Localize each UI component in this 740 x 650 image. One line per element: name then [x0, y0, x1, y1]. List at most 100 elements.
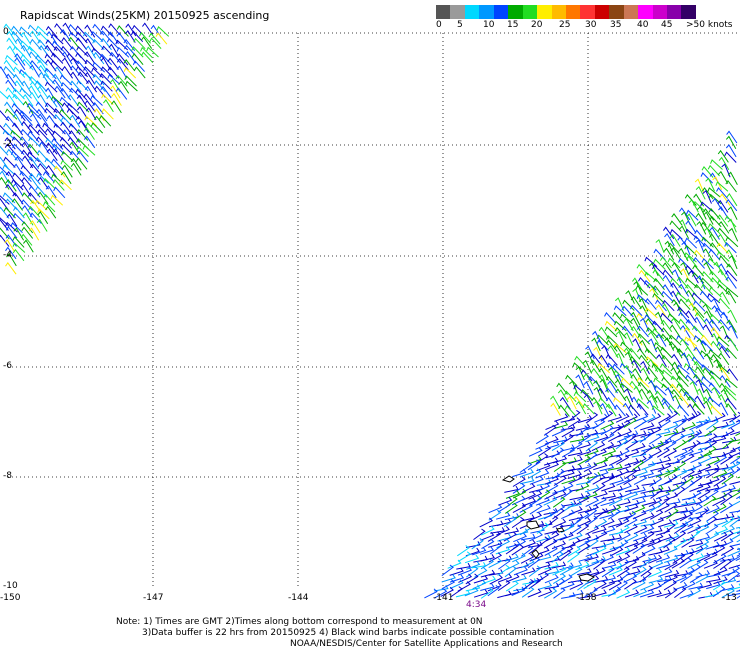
wind-barb [553, 475, 567, 486]
wind-barb [624, 433, 637, 445]
wind-barb [647, 358, 659, 373]
wind-barb [535, 546, 550, 556]
wind-barb [12, 143, 25, 155]
wind-barb [688, 302, 699, 317]
wind-barb [684, 346, 697, 360]
color-bar-swatch [436, 5, 451, 19]
wind-barb [5, 262, 17, 275]
wind-barb [600, 553, 614, 564]
wind-barb [633, 566, 647, 577]
wind-barb [27, 192, 40, 205]
color-bar-label: 15 [507, 20, 519, 30]
wind-barb [27, 24, 41, 36]
wind-barb [535, 469, 550, 479]
wind-barb [718, 318, 730, 331]
wind-barb [723, 385, 737, 396]
wind-barb [68, 36, 80, 49]
wind-barb [98, 115, 112, 127]
wind-barb [674, 521, 689, 529]
wind-barb [675, 291, 689, 303]
wind-barb [673, 530, 687, 542]
wind-barb [708, 382, 721, 395]
wind-barb [664, 232, 675, 247]
wind-barb [730, 516, 740, 521]
wind-barb [727, 338, 739, 352]
wind-barb [616, 498, 631, 507]
wind-barb [561, 501, 575, 513]
wind-barb [713, 531, 728, 542]
wind-barb [636, 398, 650, 409]
wind-barb [710, 340, 723, 354]
wind-barb [561, 500, 577, 507]
wind-barb [600, 425, 614, 436]
wind-barb [497, 590, 512, 599]
wind-barb [565, 374, 578, 387]
wind-barb [106, 37, 120, 50]
wind-barb [83, 127, 95, 140]
wind-barb [0, 90, 9, 100]
wind-barb [720, 388, 731, 403]
wind-barb [725, 236, 739, 248]
wind-barb [607, 463, 623, 471]
wind-barb [665, 532, 680, 542]
wind-barb [664, 337, 675, 351]
wind-barb [569, 485, 584, 492]
wind-barb [728, 227, 739, 242]
wind-barb [640, 486, 655, 494]
wind-barb [725, 290, 737, 304]
wind-barb [619, 382, 633, 393]
wind-barb [649, 433, 663, 445]
wind-barb [22, 205, 33, 218]
wind-barb [608, 528, 624, 536]
wind-barb [653, 342, 667, 353]
wind-barb [597, 362, 611, 374]
wind-barb [567, 546, 581, 557]
wind-barb [728, 324, 738, 339]
wind-barb [513, 584, 528, 592]
wind-barb [498, 573, 513, 583]
wind-barb [649, 533, 664, 543]
wind-barb [544, 582, 560, 590]
wind-barb [34, 157, 47, 169]
wind-barb [50, 60, 64, 72]
wind-barb [681, 537, 695, 548]
wind-barb [556, 382, 568, 395]
wind-barb [51, 173, 64, 185]
wind-barb [585, 515, 598, 527]
wind-barb [698, 454, 713, 465]
wind-barb [711, 434, 727, 443]
wind-barb [703, 353, 714, 367]
wind-barb [131, 46, 144, 58]
wind-barb [441, 564, 454, 577]
wind-barb [689, 483, 704, 492]
wind-barb [513, 566, 528, 576]
wind-barb [561, 426, 575, 438]
wind-barb [577, 533, 592, 543]
wind-barb [118, 80, 130, 94]
color-bar-swatch [464, 5, 480, 19]
wind-barb [712, 492, 727, 501]
wind-barb [620, 377, 634, 389]
wind-barb [648, 394, 659, 409]
wind-barb [60, 159, 74, 171]
wind-barb [696, 483, 711, 493]
wind-barb [714, 431, 729, 438]
wind-barb [551, 551, 564, 563]
wind-barb [85, 122, 98, 134]
wind-barb [684, 194, 697, 206]
wind-barb [630, 325, 642, 339]
wind-barb [651, 320, 664, 333]
wind-barb [560, 433, 574, 445]
wind-barb [513, 532, 528, 543]
wind-barb [37, 208, 50, 220]
wind-barb [481, 538, 495, 550]
wind-barb [688, 448, 704, 456]
wind-barb [450, 586, 463, 598]
color-bar-label: 0 [436, 20, 442, 30]
wind-barb [146, 46, 159, 58]
wind-barb [669, 228, 683, 240]
wind-barb [667, 313, 681, 324]
wind-barb [706, 581, 721, 590]
wind-barb [649, 440, 664, 450]
wind-barb [681, 413, 696, 423]
